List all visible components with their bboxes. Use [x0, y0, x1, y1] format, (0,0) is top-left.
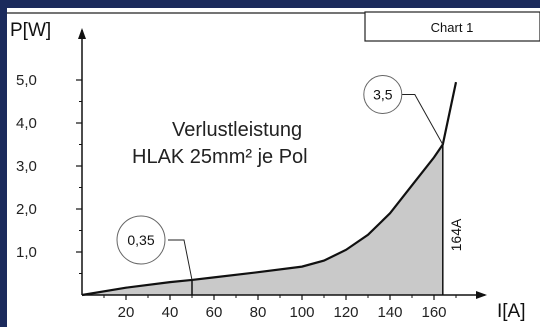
callouts: 0,35 3,5 164A [116, 75, 464, 295]
x-tick-label: 160 [421, 304, 446, 321]
callout-bubble-0-35 [116, 215, 166, 265]
x-tick-label: 100 [289, 304, 314, 321]
chart-title: Verlustleistung [172, 119, 302, 141]
y-axis-label: P[W] [10, 20, 51, 41]
chart-tab-box [364, 11, 540, 42]
y-axis-arrow [78, 28, 86, 39]
leader-0-35 [168, 239, 193, 281]
x-axis-label: I[A] [497, 301, 526, 322]
x-tick-label: 80 [250, 304, 267, 321]
y-tick-label: 2,0 [16, 201, 37, 218]
chart-tab-label: Chart 1 [431, 20, 474, 35]
x-tick-label: 40 [162, 304, 179, 321]
chart-subtitle: HLAK 25mm² je Pol [132, 146, 308, 168]
y-tick-label: 4,0 [16, 115, 37, 132]
x-tick-label: 20 [118, 304, 135, 321]
axis-ticks: 1,0 2,0 3,0 4,0 5,0 20 40 60 80 100 120 140 160 [16, 72, 457, 321]
chart-tab[interactable]: Chart 1 [364, 11, 540, 42]
y-tick-label: 5,0 [16, 72, 37, 89]
x-axis-arrow [476, 291, 487, 299]
shaded-area [82, 144, 443, 295]
chart-frame: Chart 1 1,0 2,0 3,0 4,0 5,0 20 40 60 80 100 120 140… [7, 8, 540, 327]
y-tick-label: 3,0 [16, 158, 37, 175]
chart: Chart 1 1,0 2,0 3,0 4,0 5,0 20 40 60 80 100 120 140… [7, 11, 540, 322]
callout-label-0-35: 0,35 [127, 232, 154, 248]
callout-label-3-5: 3,5 [373, 87, 393, 103]
series-line [81, 81, 458, 297]
leader-3-5 [400, 94, 444, 145]
x-tick-label: 60 [206, 304, 223, 321]
y-tick-label: 1,0 [16, 244, 37, 261]
x-tick-label: 120 [333, 304, 358, 321]
label-164a: 164A [448, 218, 464, 251]
callout-bubble-3-5 [363, 75, 403, 114]
x-tick-label: 140 [377, 304, 402, 321]
